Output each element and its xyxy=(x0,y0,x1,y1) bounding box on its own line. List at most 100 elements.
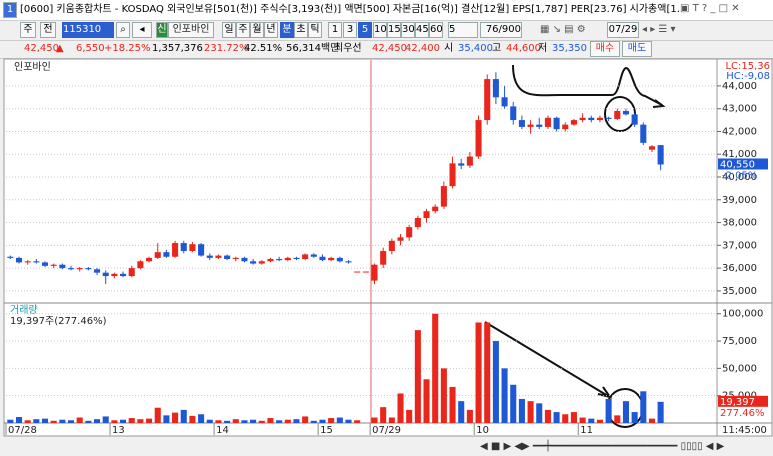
candle-body xyxy=(640,124,647,143)
scope-select[interactable]: 전 xyxy=(40,22,56,38)
minute-button[interactable]: 45 xyxy=(415,22,429,38)
period-button[interactable]: 분 xyxy=(280,22,294,38)
candle-body xyxy=(458,163,465,166)
candle-body xyxy=(76,268,83,270)
window-controls[interactable]: ▣ T ? _ □ ✕ xyxy=(680,3,740,14)
candle-body xyxy=(648,146,656,150)
volume-bar xyxy=(284,419,291,423)
candle-body xyxy=(24,261,31,263)
buy-button[interactable]: 매수 xyxy=(590,41,620,57)
panel-title: 인포바인 xyxy=(14,61,51,73)
candle-body xyxy=(388,240,395,252)
candle-body xyxy=(284,257,291,261)
volume-bar xyxy=(501,368,508,423)
date-input[interactable]: 07/29 xyxy=(607,22,639,38)
candle-body xyxy=(206,255,213,258)
count-select[interactable]: 5 xyxy=(448,22,478,38)
last-volume-label: 19,397 xyxy=(720,397,755,408)
search-button[interactable]: ⌕ xyxy=(116,22,130,38)
volume-bar xyxy=(510,384,517,423)
change-rate: +18.25% xyxy=(104,43,151,54)
price: 42,450 xyxy=(24,43,59,54)
period-button[interactable]: 주 xyxy=(236,22,250,38)
volume-bar xyxy=(172,412,179,423)
change: 6,550 xyxy=(76,43,105,54)
x-tick-label: 13 xyxy=(112,425,125,436)
candle-body xyxy=(7,256,14,258)
period-button[interactable]: 년 xyxy=(264,22,278,38)
sound-button[interactable]: ◂ xyxy=(132,22,152,38)
candle-body xyxy=(215,255,222,258)
period-button[interactable]: 일 xyxy=(222,22,236,38)
period-button[interactable]: 초 xyxy=(294,22,308,38)
candle-body xyxy=(380,251,387,265)
volume-bar xyxy=(388,417,395,423)
candle-body xyxy=(33,261,40,263)
candle-body xyxy=(41,262,49,266)
volume-bar xyxy=(518,398,525,423)
candle-body xyxy=(336,257,343,262)
candle-body xyxy=(475,120,482,157)
candle-body xyxy=(596,117,603,121)
sell-button[interactable]: 매도 xyxy=(622,41,652,57)
volume-bar xyxy=(319,419,326,423)
volume-bar xyxy=(41,418,49,423)
best-label: 최우선 xyxy=(334,43,362,54)
y-tick-label: 44,000 xyxy=(722,81,757,92)
minute-button[interactable]: 30 xyxy=(401,22,415,38)
minute-button[interactable]: 3 xyxy=(343,22,357,38)
volume-bar xyxy=(328,418,335,423)
y-tick-label: 40,000 xyxy=(722,172,757,183)
low: 35,350 xyxy=(552,43,587,54)
code-input[interactable]: 115310 xyxy=(62,22,114,38)
volume-bar xyxy=(380,407,387,423)
minute-button[interactable]: 1 xyxy=(328,22,342,38)
period-button[interactable]: 틱 xyxy=(308,22,322,38)
volume-bar xyxy=(596,419,603,423)
candle-body xyxy=(423,211,430,219)
last-rate-label: 277.46% xyxy=(720,408,765,419)
candle-body xyxy=(562,124,569,130)
volume-bar xyxy=(354,420,361,423)
volume-rate: 231.72% xyxy=(204,43,249,54)
candle-body xyxy=(224,255,231,260)
period-button[interactable]: 월 xyxy=(250,22,264,38)
y-tick-label: 100,000 xyxy=(722,309,763,320)
panel-subtitle: 19,397주(277.46%) xyxy=(10,316,107,327)
volume-bar xyxy=(33,419,40,423)
candle-body xyxy=(198,244,205,256)
candle-body xyxy=(172,243,179,257)
candle-body xyxy=(518,120,525,127)
volume-bar xyxy=(440,368,447,423)
x-tick-label: 15 xyxy=(320,425,333,436)
candle-body xyxy=(588,117,595,121)
candle-body xyxy=(397,237,404,241)
volume-bar xyxy=(24,420,31,423)
volume-bar xyxy=(336,417,343,423)
panel-title: 거래량 xyxy=(10,304,38,316)
candle-body xyxy=(94,269,101,273)
candle-body xyxy=(85,268,92,270)
volume-bar xyxy=(154,407,161,423)
candle-body xyxy=(102,272,109,277)
mode-select[interactable]: 주 xyxy=(20,22,36,38)
candle-body xyxy=(510,106,517,121)
minute-button[interactable]: 60 xyxy=(429,22,443,38)
stock-name[interactable]: 인포바인 xyxy=(168,22,214,38)
minute-button[interactable]: 5 xyxy=(358,22,372,38)
tool-icons[interactable]: ▦ ↘ ▤ ⚙ xyxy=(540,24,586,35)
nav-icons[interactable]: ◂ ▸ ☰ ▾ xyxy=(642,24,676,35)
volume-bar xyxy=(588,418,595,423)
candle-body xyxy=(180,243,187,252)
candle-body xyxy=(276,259,283,261)
candle-body xyxy=(319,256,326,261)
candle-body xyxy=(241,257,248,262)
minute-button[interactable]: 15 xyxy=(387,22,401,38)
open: 35,400 xyxy=(458,43,493,54)
scroll-controls[interactable]: ◀ ■ ▶ ◀▶ ━━┿━━━━━━━━━━━━━━━━━━━━━ ▯▯▯▯ ◀… xyxy=(480,439,725,452)
minute-button[interactable]: 10 xyxy=(373,22,387,38)
high-label: 고 xyxy=(492,43,502,54)
candle-body xyxy=(449,163,456,187)
range-input[interactable]: 76/900 xyxy=(480,22,522,38)
